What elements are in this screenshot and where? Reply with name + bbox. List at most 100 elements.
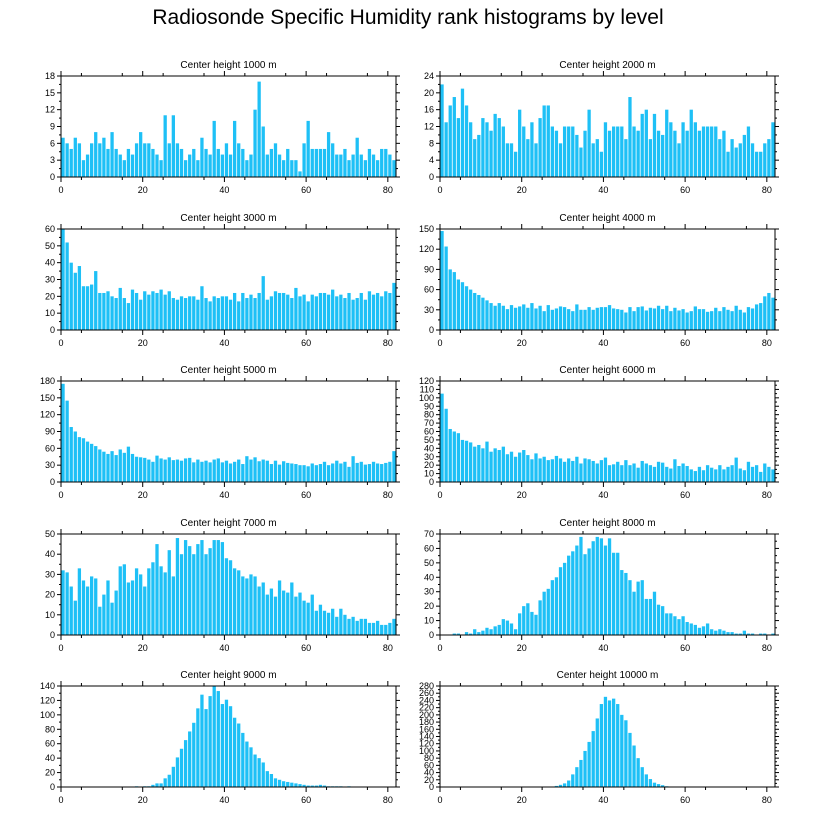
histogram-bar [538, 458, 542, 482]
histogram-bar [440, 393, 444, 483]
histogram-bar [326, 132, 331, 177]
histogram-bar [477, 444, 481, 482]
x-tick-label: 60 [301, 338, 311, 348]
histogram-bar [599, 460, 604, 482]
histogram-bar [73, 600, 77, 635]
y-tick-label: 150 [40, 393, 55, 403]
y-tick-label: 60 [45, 224, 55, 234]
histogram-bar [118, 287, 122, 330]
histogram-bar [139, 299, 143, 330]
histogram-bar [665, 305, 669, 330]
histogram-bar [347, 292, 351, 330]
histogram-bar [65, 400, 69, 482]
histogram-bar [763, 633, 767, 635]
y-tick-label: 12 [45, 105, 55, 115]
histogram-bar [460, 88, 465, 178]
y-tick-label: 20 [45, 768, 55, 778]
histogram-bar [669, 122, 673, 177]
panel-5: Center height 5000 m 0 30 60 90 120 150 180 0 20 4… [40, 365, 400, 500]
y-tick-label: 260 [419, 688, 434, 698]
y-tick-label: 0 [50, 325, 55, 335]
histogram-bar [538, 600, 542, 635]
x-tick-label: 80 [383, 795, 393, 805]
histogram-bar [204, 148, 208, 177]
histogram-bar [126, 582, 131, 635]
x-tick-label: 80 [383, 643, 393, 653]
histogram-bar [677, 466, 681, 482]
histogram-bar [171, 766, 175, 787]
histogram-bar [249, 459, 253, 482]
histogram-bar [167, 143, 171, 177]
histogram-bar [351, 154, 355, 177]
histogram-bar [216, 691, 220, 787]
histogram-bar [155, 544, 159, 635]
histogram-bar [464, 286, 469, 330]
y-tick-label: 120 [419, 739, 434, 749]
histogram-bar [599, 151, 604, 177]
panel-6: Center height 6000 m01020304050607080901… [419, 365, 779, 500]
y-tick-label: 20 [424, 88, 434, 98]
panel-1: Center height 1000 m 0 3 6 9 12 15 18 0 20 40 60 80 [45, 60, 400, 195]
histogram-bar [714, 469, 718, 483]
histogram-bar [273, 596, 278, 635]
x-tick-label: 0 [58, 338, 63, 348]
histogram-bar [558, 784, 563, 787]
histogram-bar [343, 148, 347, 177]
histogram-bar [188, 546, 192, 635]
histogram-bar [656, 604, 661, 635]
histogram-bar [302, 784, 306, 787]
histogram-bar [673, 307, 677, 330]
histogram-bar [497, 303, 501, 330]
x-tick-label: 80 [383, 338, 393, 348]
histogram-bar [159, 783, 163, 787]
y-tick-label: 40 [424, 572, 434, 582]
histogram-bar [632, 745, 636, 787]
histogram-bar [681, 309, 685, 330]
histogram-bar [501, 305, 505, 330]
x-tick-label: 20 [517, 795, 527, 805]
y-tick-label: 4 [429, 155, 434, 165]
histogram-bar [652, 113, 657, 178]
histogram-bar [98, 449, 102, 482]
histogram-bar [603, 307, 608, 330]
histogram-bar [159, 566, 163, 635]
histogram-bar [392, 282, 396, 330]
plot-frame [439, 685, 776, 788]
histogram-bar [746, 461, 751, 482]
histogram-bar [143, 586, 147, 635]
histogram-bar [204, 554, 208, 635]
histogram-bar [204, 460, 208, 482]
histogram-bar [183, 160, 188, 177]
histogram-bar [257, 586, 261, 635]
histogram-bar [575, 304, 579, 330]
histogram-bar [734, 633, 738, 635]
histogram-bar [175, 299, 180, 330]
histogram-bar [579, 309, 583, 330]
histogram-bar [718, 465, 722, 482]
histogram-bar [603, 122, 608, 177]
histogram-bar [562, 562, 567, 635]
histogram-bar [237, 459, 241, 482]
histogram-bar [343, 461, 347, 482]
histogram-bar [452, 97, 456, 177]
histogram-bar [648, 307, 653, 330]
x-tick-label: 40 [598, 185, 608, 195]
histogram-bar [147, 568, 151, 635]
histogram-bar [126, 148, 131, 177]
histogram-bar [380, 296, 384, 330]
histogram-bar [81, 160, 86, 177]
y-tick-label: 160 [419, 724, 434, 734]
histogram-bar [652, 308, 657, 330]
histogram-bar [159, 160, 163, 177]
histogram-bar [759, 471, 763, 482]
x-tick-label: 60 [301, 643, 311, 653]
histogram-bar [151, 291, 155, 330]
histogram-bar [607, 700, 612, 787]
histogram-bar [77, 437, 82, 482]
histogram-bar [693, 306, 697, 330]
histogram-bar [624, 720, 628, 787]
histogram-bar [464, 632, 469, 635]
x-tick-label: 80 [762, 185, 772, 195]
histogram-bar [85, 154, 90, 177]
histogram-bar [705, 126, 710, 177]
